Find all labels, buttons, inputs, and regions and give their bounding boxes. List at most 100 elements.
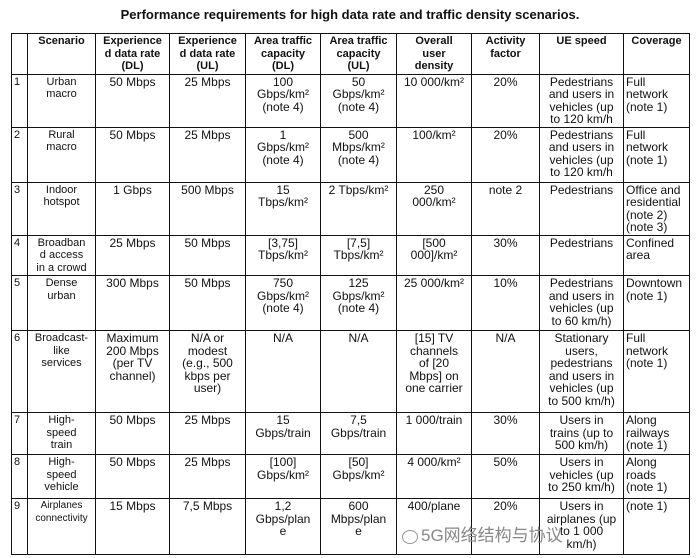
cell-row-number: 8 (11, 454, 28, 499)
column-header-ue-speed: UE speed (539, 33, 624, 75)
cell-ue-speed: Pedestrians and users in vehicles (up to… (539, 126, 624, 183)
cell-area-capacity-ul: 125 Gbps/km² (note 4) (320, 275, 397, 331)
cell-coverage: Along roads (note 1) (623, 454, 690, 499)
cell-dl-rate: 50 Mbps (95, 412, 170, 455)
cell-scenario: Dense urban (27, 275, 96, 331)
cell-ul-rate: 50 Mbps (169, 234, 246, 276)
cell-coverage: Downtown (note 1) (623, 275, 690, 331)
header-row: Scenario Experience d data rate (DL) Exper… (11, 33, 690, 75)
cell-activity-factor: 20% (471, 73, 540, 128)
column-header-scenario: Scenario (27, 33, 96, 75)
cell-area-capacity-ul: 600 Mbps/plan e (320, 498, 397, 555)
cell-scenario: Airplanes connectivity (27, 498, 96, 555)
cell-ue-speed: Pedestrians (539, 181, 624, 236)
cell-area-capacity-dl: 100 Gbps/km² (note 4) (245, 73, 321, 128)
cell-activity-factor: 30% (471, 234, 540, 276)
column-header-activity-factor: Activity factor (471, 33, 540, 75)
cell-area-capacity-dl: N/A (245, 330, 321, 413)
column-header-dl-rate: Experience d data rate (DL) (95, 33, 170, 75)
cell-user-density: 4 000/km² (396, 454, 472, 499)
cell-area-capacity-dl: 1 Gbps/km² (note 4) (245, 126, 321, 183)
watermark-text: 5G网络结构与协议 (421, 526, 563, 545)
cell-ul-rate: 7,5 Mbps (169, 498, 246, 555)
table-row: 4 Broadban d access in a crowd 25 Mbps 50 M… (11, 234, 690, 276)
cell-coverage: Confined area (623, 234, 690, 276)
column-header-ul-rate: Experience d data rate (UL) (169, 33, 246, 75)
cell-ul-rate: N/A or modest (e.g., 500 kbps per user) (169, 330, 246, 413)
cell-user-density: 1 000/train (396, 412, 472, 455)
cell-area-capacity-ul: [50] Gbps/km² (320, 454, 397, 499)
cell-coverage: Along railways (note 1) (623, 412, 690, 455)
cell-user-density: [15] TV channels of [20 Mbps] on one car… (396, 330, 472, 413)
cell-activity-factor: 20% (471, 126, 540, 183)
cell-row-number: 9 (11, 498, 28, 555)
cell-row-number: 2 (11, 126, 28, 183)
column-header-row-number (11, 33, 28, 75)
cell-ue-speed: Pedestrians and users in vehicles (up to… (539, 275, 624, 331)
column-header-area-capacity-dl: Area traffic capacity (DL) (245, 33, 321, 75)
cell-area-capacity-dl: 15 Gbps/train (245, 412, 321, 455)
cell-dl-rate: 50 Mbps (95, 126, 170, 183)
cell-area-capacity-dl: 750 Gbps/km² (note 4) (245, 275, 321, 331)
cell-activity-factor: 20% (471, 498, 540, 555)
column-header-user-density: Overall user density (396, 33, 472, 75)
cell-activity-factor: N/A (471, 330, 540, 413)
cell-ul-rate: 500 Mbps (169, 181, 246, 236)
cell-scenario: Broadban d access in a crowd (27, 234, 96, 276)
cell-scenario: Rural macro (27, 126, 96, 183)
performance-requirements-table: Scenario Experience d data rate (DL) Exper… (11, 33, 690, 555)
cell-dl-rate: 25 Mbps (95, 234, 170, 276)
cell-coverage: Full network (note 1) (623, 330, 690, 413)
cell-row-number: 3 (11, 181, 28, 236)
cell-scenario: Urban macro (27, 73, 96, 128)
cell-activity-factor: 50% (471, 454, 540, 499)
cell-ul-rate: 25 Mbps (169, 454, 246, 499)
wechat-icon (402, 529, 418, 544)
cell-scenario: High- speed train (27, 412, 96, 455)
column-header-area-capacity-ul: Area traffic capacity (UL) (320, 33, 397, 75)
cell-user-density: 250 000/km² (396, 181, 472, 236)
cell-row-number: 5 (11, 275, 28, 331)
cell-area-capacity-ul: 2 Tbps/km² (320, 181, 397, 236)
table-row: 5 Dense urban 300 Mbps 50 Mbps 750 Gbps/km² … (11, 275, 690, 331)
table-row: 8 High- speed vehicle 50 Mbps 25 Mbps [100] … (11, 454, 690, 499)
watermark: 5G网络结构与协议 (402, 526, 563, 546)
cell-coverage: Office and residential (note 2) (note 3) (623, 181, 690, 236)
cell-area-capacity-ul: N/A (320, 330, 397, 413)
cell-user-density: 100/km² (396, 126, 472, 183)
cell-ul-rate: 25 Mbps (169, 73, 246, 128)
cell-coverage: Full network (note 1) (623, 126, 690, 183)
table-row: 7 High- speed train 50 Mbps 25 Mbps 15 Gbps/… (11, 412, 690, 455)
cell-row-number: 6 (11, 330, 28, 413)
cell-dl-rate: 50 Mbps (95, 73, 170, 128)
column-header-coverage: Coverage (623, 33, 690, 75)
cell-ul-rate: 25 Mbps (169, 126, 246, 183)
table-row: 6 Broadcast- like services Maximum 200 Mbp… (11, 330, 690, 413)
table-row: 9 Airplanes connectivity 15 Mbps 7,5 Mbps 1,… (11, 498, 690, 555)
cell-coverage: (note 1) (623, 498, 690, 555)
table-row: 1 Urban macro 50 Mbps 25 Mbps 100 Gbps/km² (… (11, 73, 690, 128)
cell-scenario: Indoor hotspot (27, 181, 96, 236)
cell-dl-rate: 50 Mbps (95, 454, 170, 499)
cell-area-capacity-ul: 500 Mbps/km² (note 4) (320, 126, 397, 183)
cell-dl-rate: 300 Mbps (95, 275, 170, 331)
cell-area-capacity-ul: 50 Gbps/km² (note 4) (320, 73, 397, 128)
cell-row-number: 1 (11, 73, 28, 128)
cell-user-density: 10 000/km² (396, 73, 472, 128)
cell-user-density: 25 000/km² (396, 275, 472, 331)
cell-dl-rate: 1 Gbps (95, 181, 170, 236)
cell-ul-rate: 25 Mbps (169, 412, 246, 455)
cell-ue-speed: Pedestrians and users in vehicles (up to… (539, 73, 624, 128)
cell-area-capacity-dl: [3,75] Tbps/km² (245, 234, 321, 276)
cell-ul-rate: 50 Mbps (169, 275, 246, 331)
cell-area-capacity-ul: [7,5] Tbps/km² (320, 234, 397, 276)
table-row: 2 Rural macro 50 Mbps 25 Mbps 1 Gbps/km² (no… (11, 126, 690, 183)
cell-coverage: Full network (note 1) (623, 73, 690, 128)
table-row: 3 Indoor hotspot 1 Gbps 500 Mbps 15 Tbps/km²… (11, 181, 690, 236)
cell-activity-factor: 30% (471, 412, 540, 455)
cell-dl-rate: 15 Mbps (95, 498, 170, 555)
cell-user-density: 400/plane (396, 498, 472, 555)
cell-scenario: High- speed vehicle (27, 454, 96, 499)
cell-ue-speed: Users in vehicles (up to 250 km/h) (539, 454, 624, 499)
cell-area-capacity-dl: [100] Gbps/km² (245, 454, 321, 499)
